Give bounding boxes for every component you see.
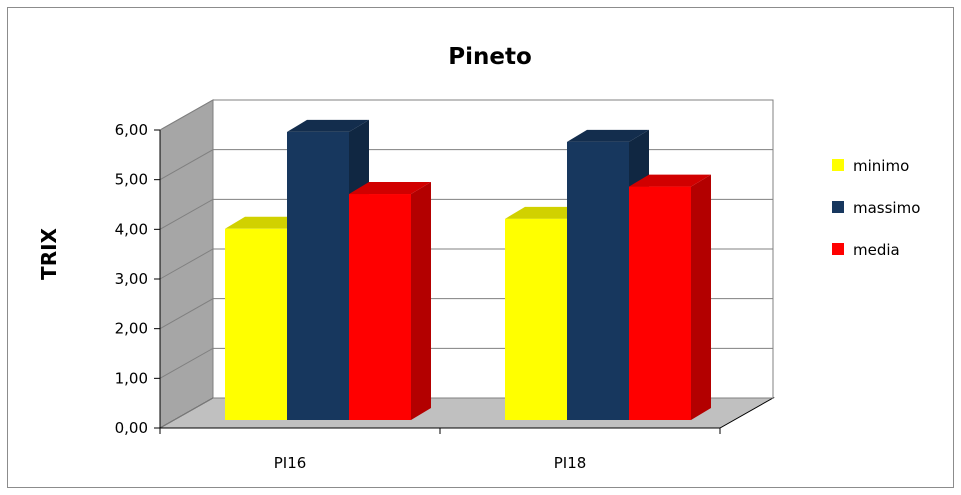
x-category-label: PI16: [274, 454, 307, 472]
legend-swatch: [832, 243, 844, 255]
bar-front: [505, 218, 567, 420]
axes: [154, 129, 721, 434]
y-axis-label: TRIX: [37, 227, 61, 279]
bars: [225, 119, 711, 420]
bar-front: [225, 228, 287, 420]
legend: minimo massimo media: [832, 157, 920, 259]
bar-media-PI18: [629, 174, 711, 420]
bar-top: [505, 206, 587, 219]
y-tick-label: 2,00: [115, 320, 148, 338]
y-tick-label: 0,00: [115, 419, 148, 437]
bar-side: [691, 174, 711, 420]
y-tick-label: 5,00: [115, 171, 148, 189]
legend-swatch: [832, 159, 844, 171]
bar-top: [349, 182, 431, 195]
bar-top: [629, 174, 711, 187]
legend-swatch: [832, 201, 844, 213]
legend-label: media: [853, 241, 900, 259]
bar-front: [287, 131, 349, 420]
chart-title: Pineto: [448, 44, 532, 70]
y-tick-label: 6,00: [115, 121, 148, 139]
bar-side: [411, 182, 431, 420]
bar-top: [567, 129, 649, 142]
gridline: [159, 99, 773, 131]
legend-label: minimo: [853, 157, 909, 175]
x-category-label: PI18: [554, 454, 587, 472]
bar-front: [567, 141, 629, 420]
bar-top: [287, 119, 369, 132]
y-tick-label: 3,00: [115, 270, 148, 288]
x-category-labels: PI16 PI18: [274, 454, 587, 472]
bar-front: [349, 194, 411, 420]
legend-label: massimo: [853, 199, 920, 217]
y-tick-labels: 0,00 1,00 2,00 3,00 4,00 5,00 6,00: [115, 121, 148, 437]
y-tick-label: 1,00: [115, 369, 148, 387]
y-tick-label: 4,00: [115, 220, 148, 238]
bar-media-PI16: [349, 182, 431, 420]
bar-front: [629, 186, 691, 420]
bar-top: [225, 216, 307, 229]
